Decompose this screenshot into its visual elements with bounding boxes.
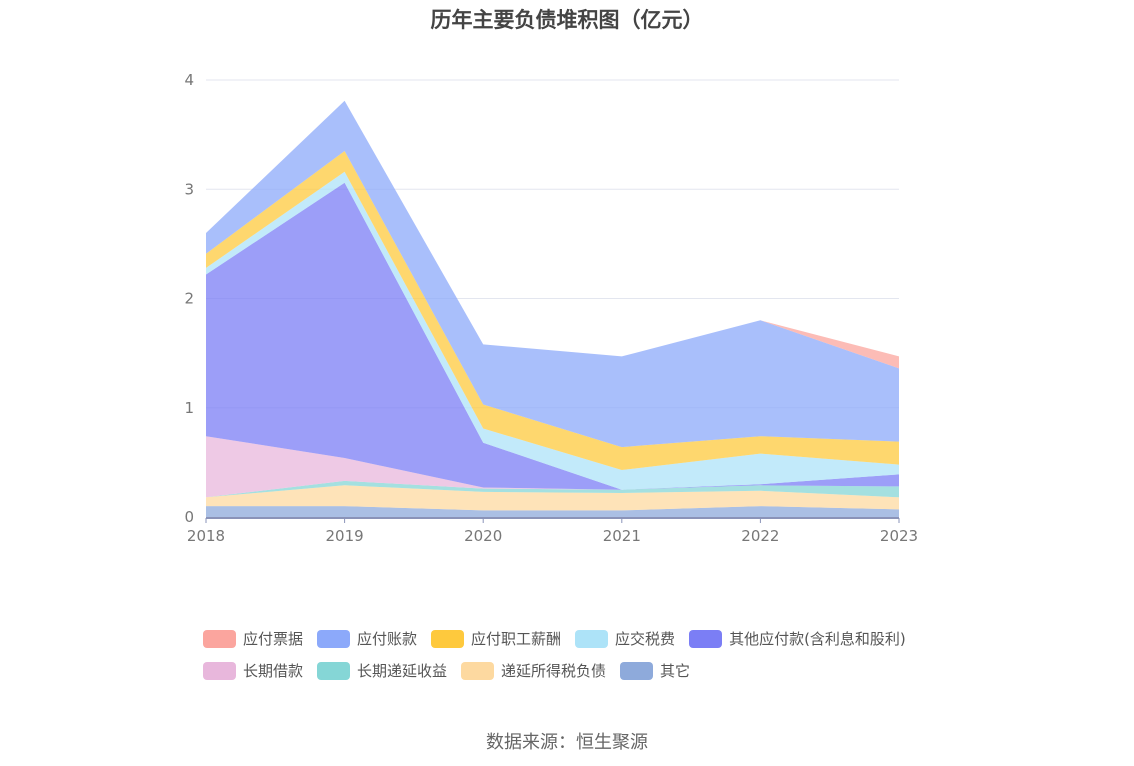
y-tick-label: 4	[184, 71, 194, 89]
y-tick-label: 0	[184, 508, 194, 526]
x-tick-label: 2020	[464, 527, 502, 545]
legend-item[interactable]: 其他应付款(含利息和股利)	[689, 628, 906, 649]
legend-item[interactable]: 应交税费	[575, 628, 675, 649]
legend-swatch	[620, 661, 654, 680]
legend-swatch	[203, 629, 236, 648]
legend-label: 应付职工薪酬	[471, 630, 562, 648]
source-note: 数据来源：恒生聚源	[486, 732, 648, 753]
area-其它	[206, 506, 899, 517]
legend-swatch	[203, 661, 236, 680]
x-tick-label: 2021	[603, 527, 641, 545]
x-tick-label: 2018	[187, 527, 225, 545]
legend-label: 其他应付款(含利息和股利)	[729, 630, 906, 648]
area-长期递延收益	[206, 480, 899, 498]
legend-label: 应交税费	[615, 630, 676, 648]
legend-label: 应付票据	[243, 630, 304, 648]
legend-item[interactable]: 应付票据	[203, 628, 303, 649]
legend-item[interactable]: 应付账款	[317, 628, 417, 649]
legend-swatch	[575, 629, 609, 648]
legend-label: 长期借款	[243, 662, 304, 680]
axes: 0 1 2 3 4 2018 2019 2020 2021 2022 2023	[184, 71, 918, 545]
area-其他应付款(含利息和股利)	[206, 182, 899, 490]
legend-label: 其它	[660, 662, 691, 680]
y-tick-label: 1	[184, 399, 194, 417]
area-递延所得税负债	[206, 485, 899, 511]
stacked-area-chart: 0 1 2 3 4 2018 2019 2020 2021 2022 2023	[184, 71, 918, 545]
legend-swatch	[317, 629, 351, 648]
legend-item[interactable]: 长期递延收益	[317, 660, 447, 681]
legend-swatch	[461, 661, 495, 680]
x-tick-label: 2023	[880, 527, 918, 545]
legend-label: 递延所得税负债	[501, 662, 607, 680]
legend-row-2: 长期借款 长期递延收益 递延所得税负债 其它	[203, 660, 704, 681]
area-长期借款	[206, 436, 899, 498]
legend-swatch	[317, 661, 351, 680]
legend-item[interactable]: 长期借款	[203, 660, 303, 681]
legend-item[interactable]: 应付职工薪酬	[431, 628, 561, 649]
legend-swatch	[689, 629, 723, 648]
area-应付账款	[206, 100, 899, 448]
chart-title: 历年主要负债堆积图（亿元）	[430, 8, 704, 32]
legend-swatch	[431, 629, 465, 648]
x-tick-label: 2022	[741, 527, 779, 545]
legend-item[interactable]: 其它	[620, 660, 690, 681]
area-应付票据	[206, 100, 899, 369]
area-series	[206, 100, 899, 517]
x-tick-label: 2019	[326, 527, 364, 545]
y-tick-label: 2	[184, 290, 194, 308]
legend-item[interactable]: 递延所得税负债	[461, 660, 606, 681]
area-应付职工薪酬	[206, 151, 899, 470]
legend-label: 应付账款	[357, 630, 418, 648]
y-tick-label: 3	[184, 180, 194, 198]
legend-row-1: 应付票据 应付账款 应付职工薪酬 应交税费 其他应付款(含利息和股利)	[203, 628, 920, 649]
legend-label: 长期递延收益	[357, 662, 448, 680]
